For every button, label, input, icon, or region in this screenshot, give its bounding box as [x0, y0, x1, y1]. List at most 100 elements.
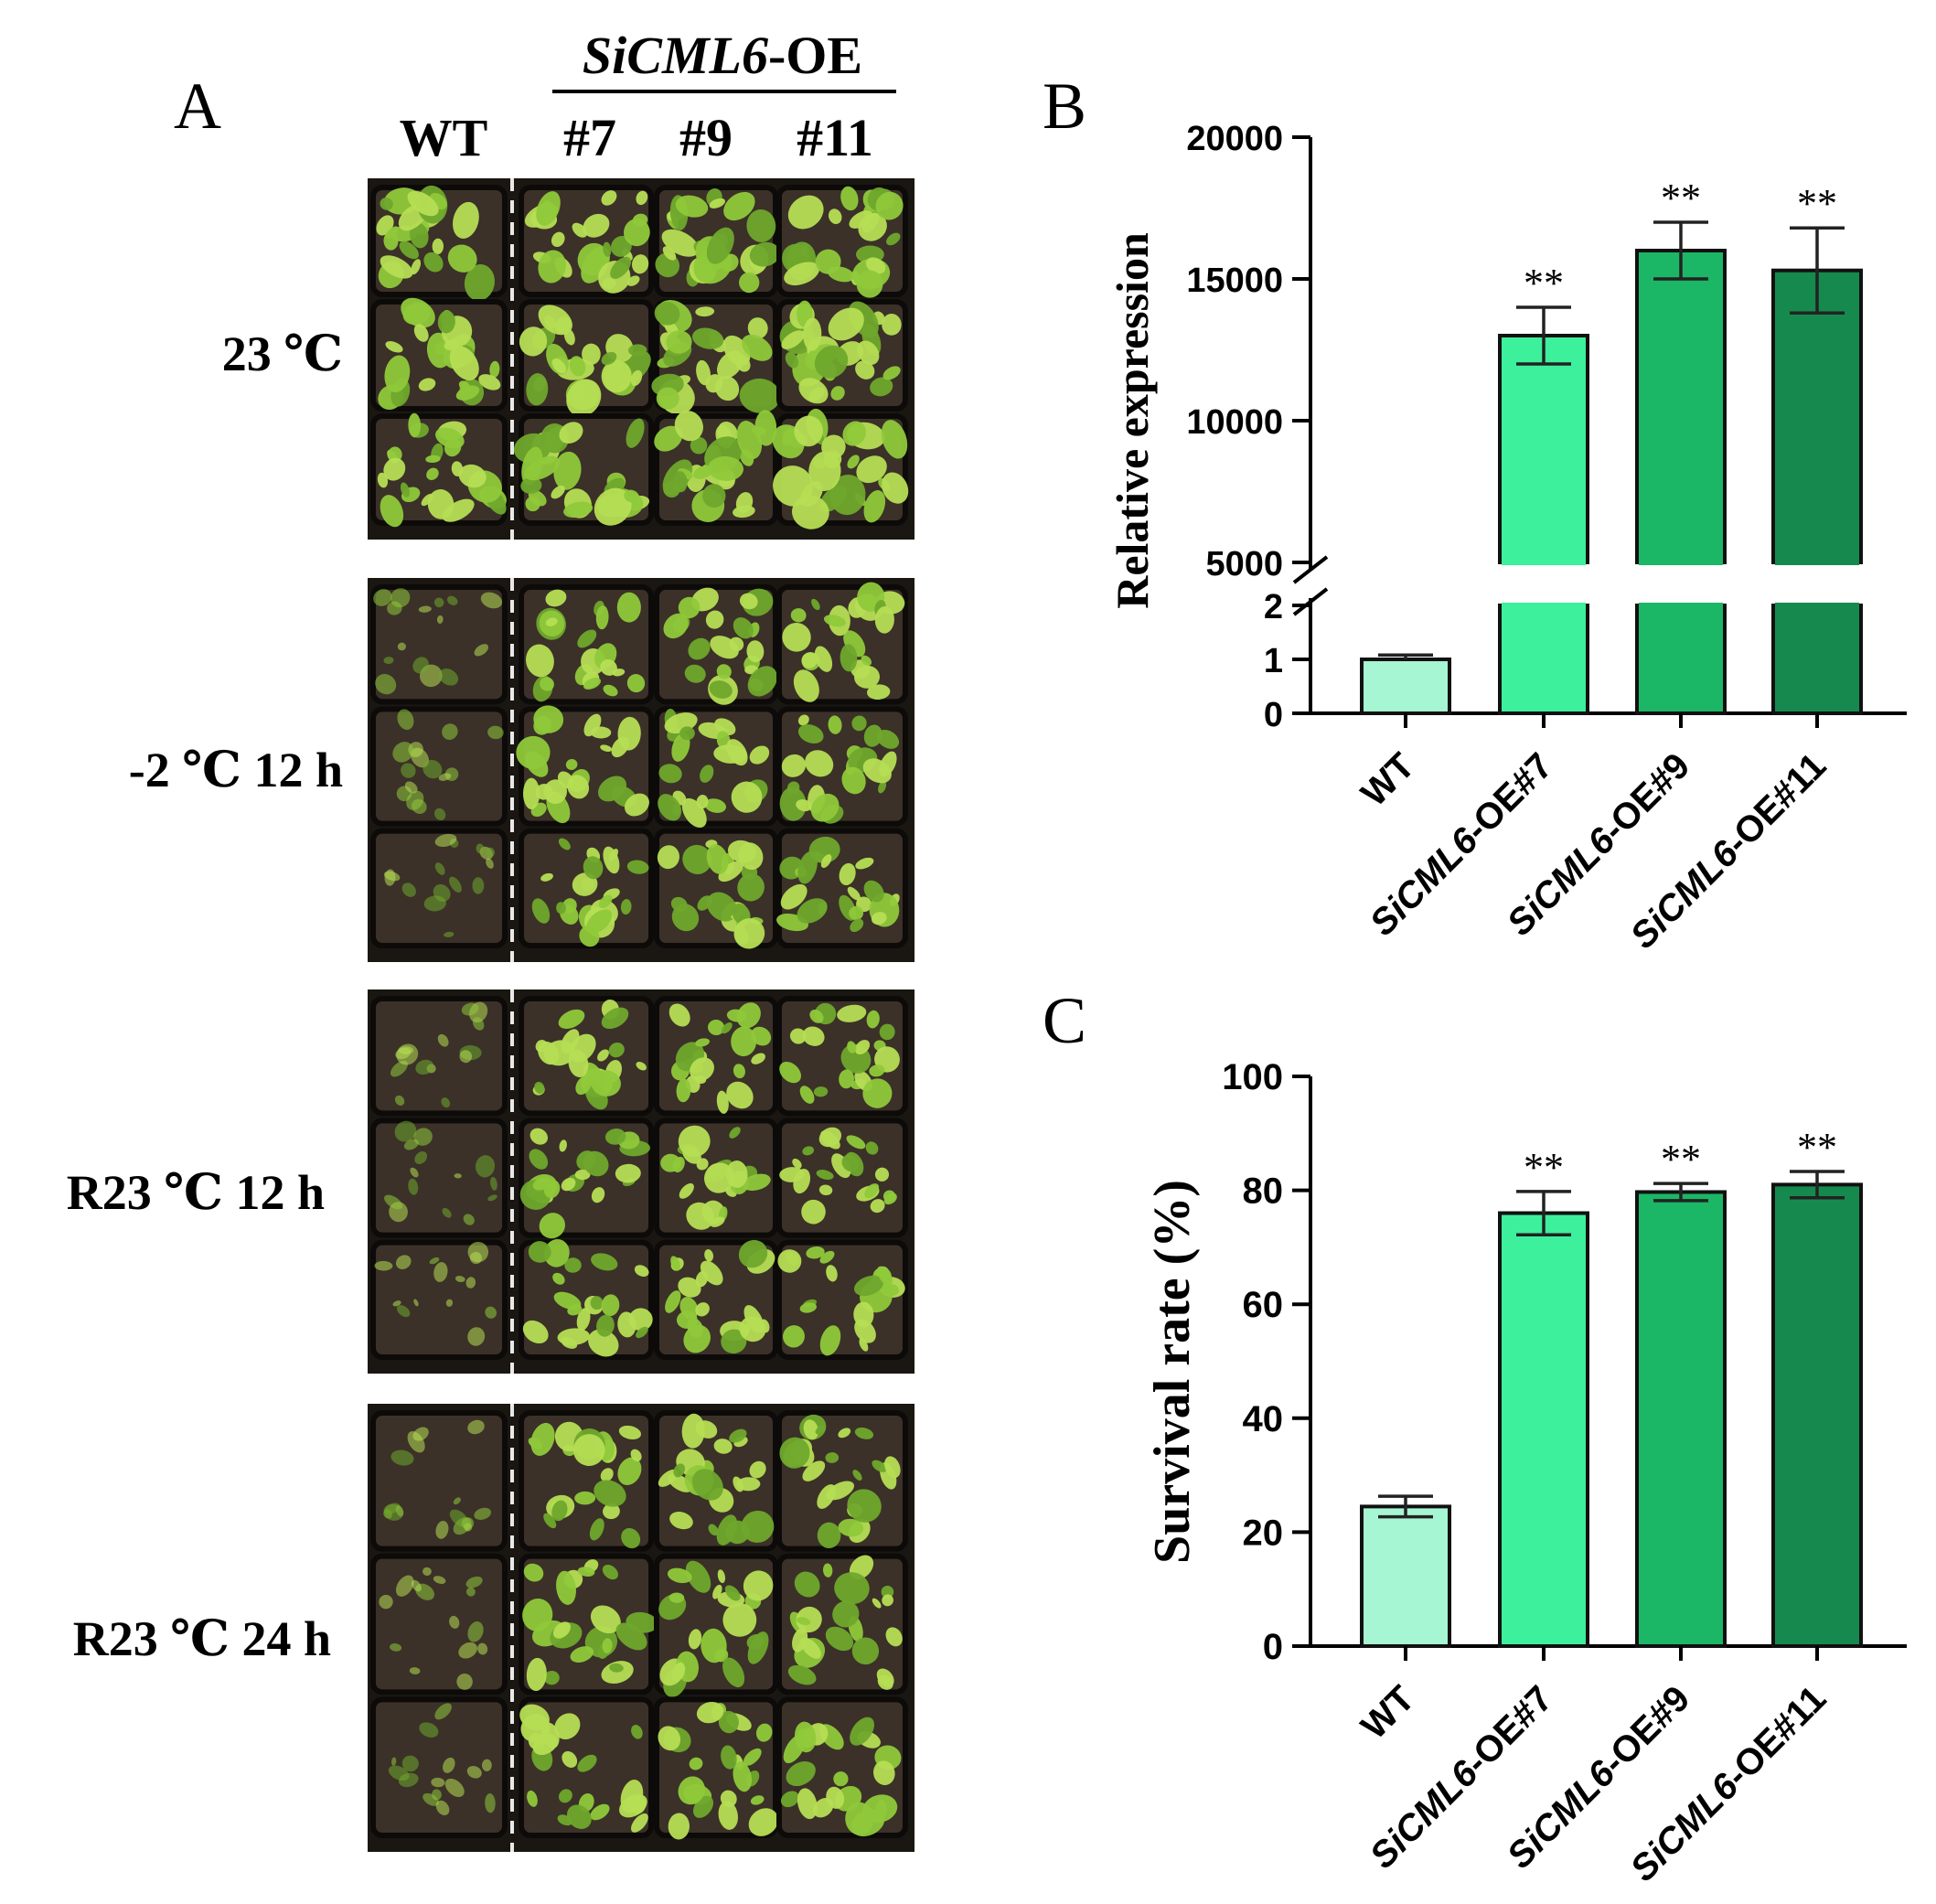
- chart-c-bar: [1771, 1182, 1863, 1648]
- chart-b-bar-break: [1775, 603, 1859, 608]
- chart-c-significance: **: [1524, 1145, 1564, 1190]
- chart-c-bar: [1498, 1211, 1589, 1649]
- pot: [516, 705, 654, 827]
- row-label-r23c-12h: R23 ℃ 12 h: [67, 1165, 325, 1220]
- chart-c-y-tick-label: 0: [1263, 1627, 1283, 1667]
- chart-c-x-tick-label: WT: [1353, 1678, 1422, 1747]
- pot: [654, 1696, 778, 1840]
- pot: [776, 996, 908, 1117]
- chart-b-y-tick-label: 2: [1264, 588, 1283, 626]
- chart-b-y-tick-label: 20000: [1186, 120, 1283, 158]
- pot: [651, 299, 781, 415]
- chart-b-bar-upper: [1635, 249, 1727, 564]
- pot: [370, 828, 508, 949]
- pot: [370, 185, 508, 301]
- pot: [519, 584, 654, 705]
- chart-c-significance: **: [1797, 1125, 1837, 1170]
- chart-b-bar-break: [1639, 603, 1723, 608]
- chart-b-bar-break: [1775, 560, 1859, 565]
- column-label-11: #11: [797, 108, 873, 167]
- chart-c-y-tick-label: 40: [1243, 1399, 1284, 1439]
- pot: [654, 185, 780, 297]
- pot: [519, 1118, 654, 1239]
- chart-b-bar-break: [1502, 560, 1586, 565]
- pot: [654, 410, 778, 526]
- pot: [654, 828, 778, 949]
- panel-c: C Survival rate (%) 0 20 40 60 80 100 ** ** ** WT…: [1043, 984, 1907, 1889]
- pot: [370, 297, 508, 412]
- pot: [513, 413, 654, 526]
- chart-c-y-tick-label: 100: [1222, 1057, 1283, 1097]
- column-label-9: #9: [679, 108, 733, 167]
- tray-photo: [368, 1404, 915, 1852]
- pot: [654, 1410, 778, 1552]
- pot: [654, 584, 778, 705]
- pot: [519, 1239, 654, 1360]
- pot: [776, 1239, 908, 1360]
- pot: [776, 828, 908, 949]
- column-label-wt: WT: [400, 108, 488, 167]
- pot: [772, 408, 909, 529]
- chart-c-significance: **: [1661, 1137, 1701, 1182]
- chart-b-bar-lower: [1498, 604, 1589, 715]
- chart-b-bar-upper: [1498, 334, 1589, 564]
- pot: [519, 185, 654, 297]
- chart-b-ylabel: Relative expression: [1107, 232, 1158, 609]
- pot: [370, 1553, 508, 1695]
- panel-a: A SiCML6-OE WT #7 #9 #11 23 ℃ -2 ℃ 12 h …: [67, 26, 915, 1852]
- pot: [776, 185, 908, 298]
- chart-b-y-tick-label: 10000: [1186, 403, 1283, 442]
- pot: [370, 706, 508, 827]
- pot: [370, 1410, 508, 1552]
- chart-b-y-tick-label: 15000: [1186, 262, 1283, 300]
- pot: [654, 1239, 778, 1360]
- chart-c-y-tick-label: 80: [1243, 1171, 1284, 1212]
- row-label-23c: 23 ℃: [222, 326, 343, 381]
- chart-c-y-tick-label: 60: [1243, 1285, 1284, 1325]
- pot: [370, 584, 508, 705]
- pot: [370, 1696, 508, 1839]
- chart-b-bar-lower: [1635, 604, 1727, 715]
- pot: [370, 996, 508, 1117]
- chart-c-bar: [1635, 1190, 1727, 1648]
- tray-photo: [368, 578, 915, 962]
- pot: [776, 299, 908, 412]
- pot: [370, 1118, 508, 1238]
- pot: [654, 1553, 778, 1697]
- chart-b-bar-lower: [1771, 604, 1863, 715]
- pot: [519, 1696, 654, 1839]
- pot: [776, 1553, 908, 1695]
- chart-b-y-tick-label: 0: [1264, 696, 1283, 734]
- chart-c-bar: [1360, 1504, 1451, 1648]
- chart-b-x-tick-label: WT: [1353, 745, 1422, 814]
- pot: [776, 1696, 908, 1839]
- pot: [776, 1118, 908, 1238]
- column-label-7: #7: [563, 108, 616, 167]
- chart-c-ylabel: Survival rate (%): [1144, 1180, 1201, 1564]
- tray-photo: [368, 989, 915, 1374]
- pot: [776, 1410, 908, 1552]
- pot: [654, 996, 778, 1117]
- pot: [370, 1239, 508, 1360]
- pot: [654, 706, 778, 829]
- chart-b-axis-break: [1292, 587, 1329, 616]
- pot: [519, 1410, 654, 1552]
- chart-b-significance: **: [1661, 176, 1701, 220]
- pot: [519, 299, 654, 417]
- tray-photo: [368, 178, 915, 540]
- panel-c-label: C: [1043, 984, 1086, 1057]
- pot: [776, 706, 908, 827]
- chart-b-axis-break: [1292, 555, 1329, 584]
- panel-b: B Relative expression 5000 10000 15000 2000…: [1043, 70, 1907, 957]
- panel-a-label: A: [174, 70, 221, 143]
- chart-b-y-tick-label: 1: [1264, 642, 1283, 680]
- pot: [370, 412, 508, 528]
- pot: [519, 1553, 658, 1695]
- chart-b-significance: **: [1797, 181, 1837, 226]
- pot: [654, 1118, 778, 1238]
- chart-b-significance: **: [1524, 261, 1564, 305]
- group-header: SiCML6-OE: [583, 26, 862, 85]
